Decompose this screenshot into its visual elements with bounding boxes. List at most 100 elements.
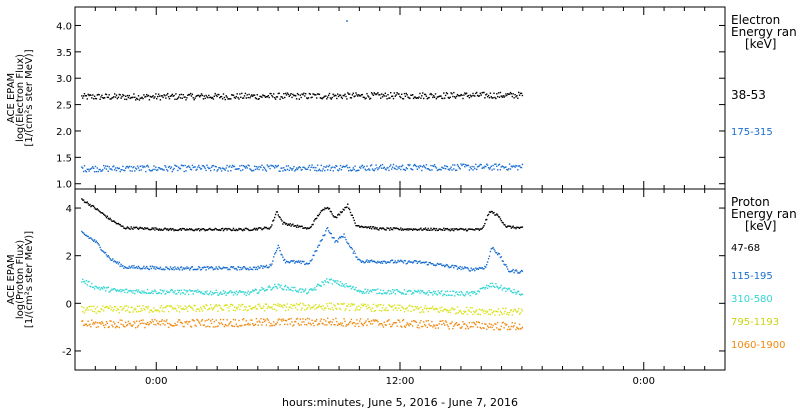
data-point bbox=[277, 283, 279, 285]
data-point bbox=[153, 267, 155, 270]
data-point bbox=[167, 305, 169, 307]
data-point bbox=[189, 94, 191, 96]
data-point bbox=[437, 290, 439, 292]
data-point bbox=[189, 306, 192, 308]
data-point bbox=[429, 291, 431, 294]
data-point bbox=[192, 269, 194, 271]
data-point bbox=[306, 307, 309, 309]
data-point bbox=[122, 290, 124, 292]
data-point bbox=[301, 321, 303, 323]
data-point bbox=[401, 97, 404, 100]
data-point bbox=[483, 91, 485, 94]
data-point bbox=[115, 222, 118, 225]
data-point bbox=[430, 262, 432, 265]
data-point bbox=[272, 308, 274, 310]
data-point bbox=[322, 97, 324, 99]
data-point bbox=[158, 167, 161, 169]
data-point bbox=[413, 309, 416, 311]
data-point bbox=[488, 286, 491, 288]
data-point bbox=[179, 321, 182, 323]
data-point bbox=[327, 227, 329, 229]
data-point bbox=[324, 234, 326, 236]
data-point bbox=[481, 92, 483, 94]
y-tick-label: 1.0 bbox=[56, 180, 72, 191]
data-point bbox=[454, 164, 456, 166]
data-point bbox=[191, 266, 194, 268]
data-point bbox=[201, 266, 204, 269]
data-point bbox=[284, 96, 286, 99]
data-point bbox=[495, 310, 497, 313]
data-point bbox=[380, 262, 382, 264]
data-point bbox=[153, 97, 155, 99]
data-point bbox=[199, 324, 202, 326]
data-point bbox=[455, 95, 458, 98]
data-point bbox=[431, 292, 433, 294]
data-point bbox=[328, 164, 331, 166]
data-point bbox=[164, 94, 166, 97]
data-point bbox=[242, 291, 245, 293]
data-point bbox=[244, 324, 247, 326]
data-point bbox=[516, 291, 518, 294]
data-point bbox=[250, 95, 252, 97]
data-point bbox=[500, 219, 502, 222]
data-point bbox=[117, 290, 120, 292]
data-point bbox=[497, 252, 500, 255]
data-point bbox=[119, 306, 121, 308]
data-point bbox=[505, 93, 507, 95]
data-point bbox=[262, 288, 264, 290]
data-point bbox=[370, 259, 373, 261]
data-point bbox=[456, 324, 459, 326]
y-tick-label: 1.5 bbox=[56, 153, 72, 164]
data-point bbox=[247, 228, 249, 231]
data-point bbox=[317, 306, 320, 308]
data-point bbox=[336, 165, 338, 167]
data-point bbox=[211, 267, 214, 269]
data-point bbox=[509, 271, 512, 273]
data-point bbox=[231, 166, 233, 168]
data-point bbox=[444, 324, 446, 326]
legend-entry: 310-580 bbox=[731, 294, 773, 305]
data-point bbox=[357, 322, 359, 325]
data-point bbox=[228, 98, 230, 100]
data-point bbox=[449, 230, 451, 232]
data-point bbox=[220, 307, 222, 309]
data-point bbox=[205, 304, 207, 306]
data-point bbox=[294, 321, 296, 323]
data-point bbox=[310, 324, 312, 326]
data-point bbox=[203, 228, 205, 231]
data-point bbox=[137, 310, 140, 313]
data-point bbox=[316, 307, 318, 309]
data-point bbox=[346, 305, 348, 307]
data-point bbox=[327, 165, 330, 168]
data-point bbox=[363, 292, 365, 294]
data-point bbox=[203, 166, 205, 168]
data-point bbox=[362, 167, 364, 169]
data-point bbox=[335, 216, 337, 218]
data-point bbox=[83, 93, 86, 95]
data-point bbox=[384, 292, 386, 294]
data-point bbox=[89, 168, 91, 171]
data-point bbox=[290, 168, 292, 170]
data-point bbox=[216, 170, 218, 172]
data-point bbox=[135, 308, 137, 311]
data-point bbox=[165, 166, 167, 168]
data-point bbox=[401, 229, 403, 231]
data-point bbox=[231, 291, 234, 294]
data-point bbox=[456, 268, 459, 270]
data-point bbox=[284, 92, 287, 95]
data-point bbox=[456, 306, 459, 308]
data-point bbox=[371, 93, 374, 95]
data-point bbox=[197, 308, 199, 311]
data-point bbox=[139, 97, 141, 99]
data-point bbox=[383, 228, 385, 230]
data-point bbox=[301, 225, 303, 227]
data-point bbox=[403, 311, 406, 313]
data-point bbox=[306, 227, 309, 229]
data-point bbox=[439, 228, 441, 230]
data-point bbox=[461, 326, 463, 328]
data-point bbox=[292, 260, 294, 263]
data-point bbox=[82, 320, 84, 322]
data-point bbox=[391, 323, 394, 326]
data-point bbox=[147, 268, 150, 270]
data-point bbox=[244, 291, 247, 293]
